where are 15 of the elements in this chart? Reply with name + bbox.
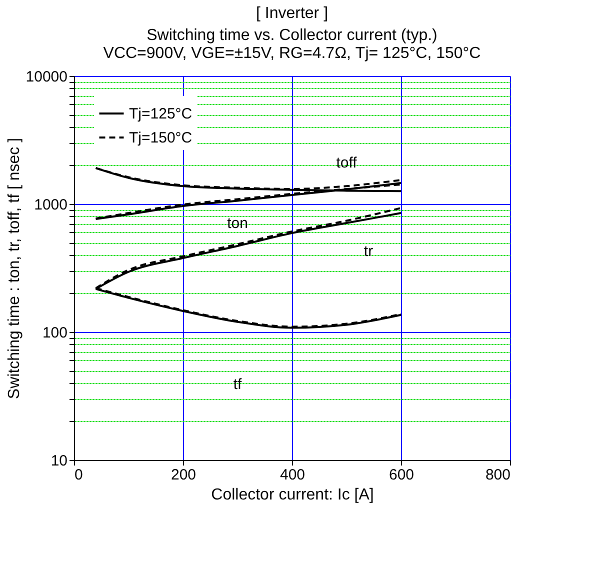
legend-label: Tj=125°C <box>129 106 192 122</box>
chart-title: [ Inverter ] <box>256 5 328 22</box>
x-tick-label: 600 <box>388 466 414 484</box>
y-axis-title: Switching time : ton, tr, toff, tf [ nsec ] <box>6 138 23 400</box>
y-tick-label: 1000 <box>34 196 68 214</box>
y-tick-label: 10 <box>50 452 68 470</box>
x-tick-label: 200 <box>170 466 196 484</box>
x-tick-label: 800 <box>485 466 510 484</box>
x-tick-label: 0 <box>74 466 83 484</box>
y-tick-label: 10000 <box>26 68 68 86</box>
y-tick-label: 100 <box>42 324 68 342</box>
x-tick-label: 400 <box>280 466 306 484</box>
chart-subtitle: Switching time vs. Collector current (typ.) VCC=900V, VGE=±15V, RG=4.7Ω, Tj= 125°C, 150°C <box>103 27 481 62</box>
legend-label: Tj=150°C <box>129 130 192 146</box>
x-axis-title: Collector current: Ic [A] <box>211 486 374 504</box>
